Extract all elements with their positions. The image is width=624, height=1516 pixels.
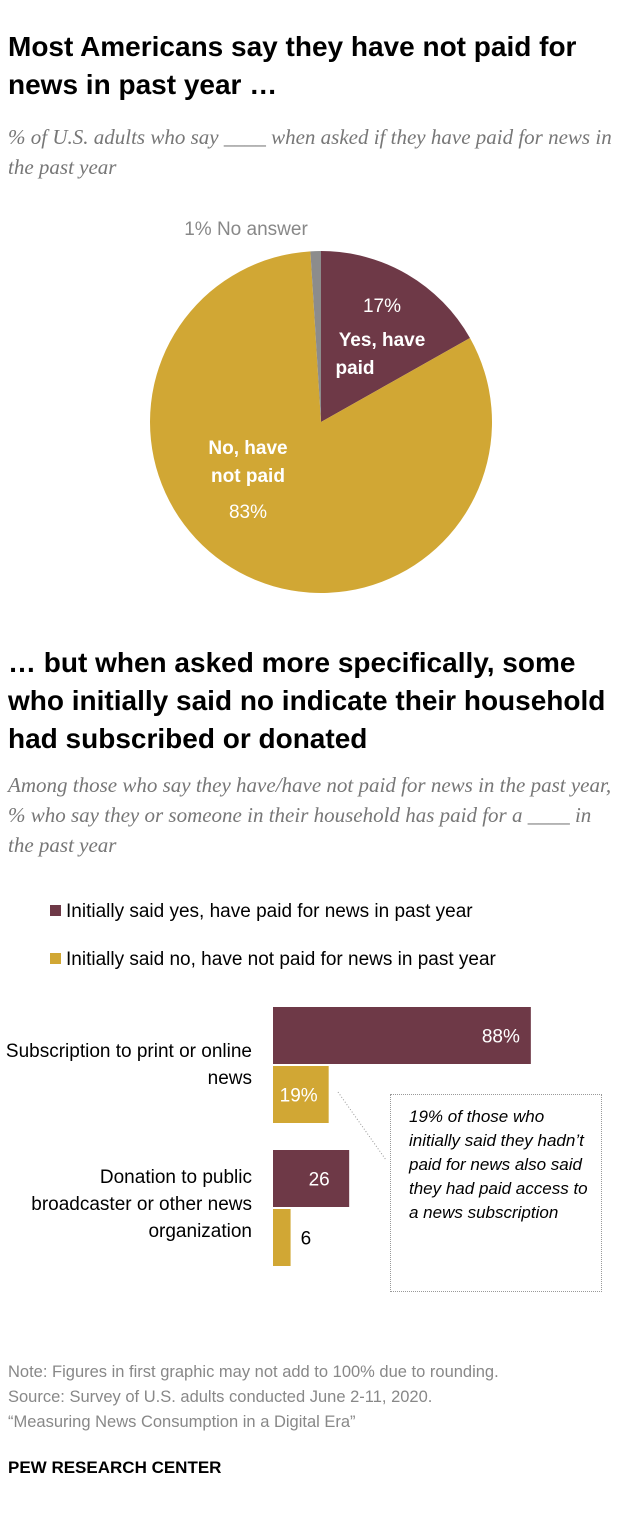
- bar-value-label-donation-no: 6: [301, 1229, 312, 1250]
- bar-donation-yes: [273, 1150, 350, 1207]
- brand-logo-text: PEW RESEARCH CENTER: [8, 1458, 222, 1477]
- chart-title-2: … but when asked more specifically, some…: [8, 647, 606, 754]
- callout-leader-line: [337, 1091, 387, 1161]
- bar-value-label-donation-yes: 26: [309, 1170, 330, 1191]
- pie-value-label-no: 83%: [229, 502, 267, 523]
- footnote-note: Note: Figures in first graphic may not a…: [8, 1363, 499, 1381]
- pie-label-no-answer: 1% No answer: [184, 219, 308, 240]
- pie-slice-no: [150, 251, 493, 593]
- bar-subscription-no: [273, 1066, 329, 1123]
- pie-label-yes-line1: Yes, have: [339, 330, 426, 351]
- category-label-subscription: Subscription to print or online news: [5, 1041, 252, 1089]
- legend-label-no: Initially said no, have not paid for new…: [66, 949, 496, 970]
- legend-item-yes: Initially said yes, have paid for news i…: [50, 900, 473, 924]
- category-label-donation: Donation to public broadcaster or other …: [31, 1167, 252, 1242]
- bar-subscription-yes: [273, 1007, 531, 1064]
- pie-label-no-line2: not paid: [211, 466, 285, 487]
- pie-chart: 17% Yes, have paid No, have not paid 83% 1% No…: [150, 219, 493, 593]
- bar-donation-no: [273, 1209, 291, 1266]
- chart-subtitle-1: % of U.S. adults who say ____ when asked…: [8, 125, 612, 179]
- footnote-report: “Measuring News Consumption in a Digital…: [8, 1413, 356, 1431]
- chart-title-1: Most Americans say they have not paid fo…: [8, 31, 577, 100]
- pie-slice-no-answer: [310, 251, 321, 422]
- legend-swatch-no: [50, 953, 61, 964]
- callout-annotation: 19% of those who initially said they had…: [390, 1094, 602, 1292]
- legend-label-yes: Initially said yes, have paid for news i…: [66, 901, 473, 922]
- pie-value-label-yes: 17%: [363, 296, 401, 317]
- legend-swatch-yes: [50, 905, 61, 916]
- legend-item-no: Initially said no, have not paid for new…: [50, 948, 496, 972]
- pie-slice-yes: [321, 251, 470, 422]
- bar-value-label-subscription-yes: 88%: [482, 1027, 520, 1048]
- pie-label-yes-line2: paid: [335, 358, 374, 379]
- pie-label-no-line1: No, have: [208, 438, 287, 459]
- bar-value-label-subscription-no: 19%: [280, 1086, 318, 1107]
- footnote-source: Source: Survey of U.S. adults conducted …: [8, 1388, 433, 1406]
- chart-subtitle-2: Among those who say they have/have not p…: [8, 773, 612, 857]
